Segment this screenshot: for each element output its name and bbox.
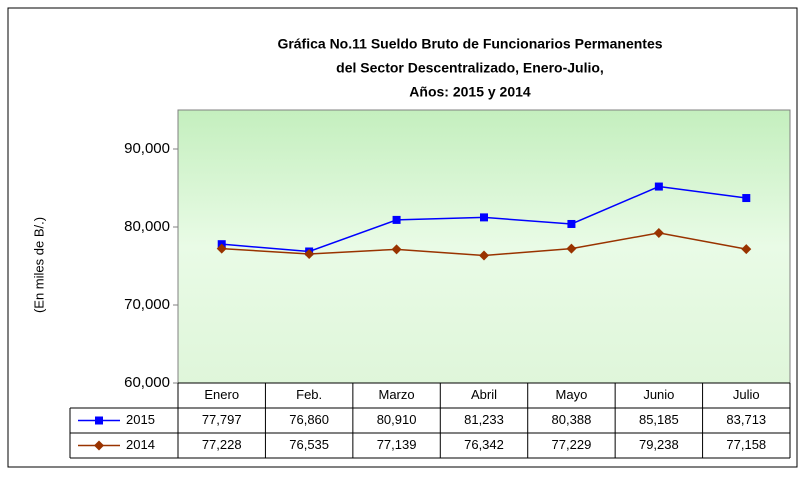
marker bbox=[392, 215, 401, 224]
x-tick-label: Junio bbox=[643, 387, 674, 402]
marker bbox=[742, 194, 751, 203]
marker bbox=[479, 250, 489, 261]
chart-title: del Sector Descentralizado, Enero-Julio, bbox=[336, 60, 604, 76]
legend-marker bbox=[94, 440, 104, 451]
chart-title: Gráfica No.11 Sueldo Bruto de Funcionari… bbox=[277, 36, 662, 52]
legend-label: 2015 bbox=[126, 412, 155, 427]
marker bbox=[391, 244, 402, 255]
marker bbox=[304, 249, 315, 260]
x-tick-label: Marzo bbox=[379, 387, 415, 402]
marker bbox=[480, 213, 488, 222]
marker bbox=[653, 227, 664, 238]
table-value: 76,342 bbox=[464, 437, 504, 452]
table-value: 80,910 bbox=[377, 412, 417, 427]
table-value: 83,713 bbox=[726, 412, 766, 427]
chart-title: Años: 2015 y 2014 bbox=[409, 84, 531, 100]
table-value: 77,158 bbox=[726, 437, 766, 452]
legend-marker bbox=[95, 416, 103, 425]
x-tick-label: Abril bbox=[471, 387, 497, 402]
x-tick-label: Julio bbox=[733, 387, 760, 402]
table-value: 77,139 bbox=[377, 437, 417, 452]
table-value: 79,238 bbox=[639, 437, 679, 452]
marker bbox=[741, 244, 752, 255]
table-value: 77,229 bbox=[552, 437, 592, 452]
table-value: 85,185 bbox=[639, 412, 679, 427]
legend-label: 2014 bbox=[126, 437, 155, 452]
y-tick-label: 70,000 bbox=[124, 296, 170, 313]
marker bbox=[216, 243, 227, 254]
marker bbox=[567, 219, 576, 228]
marker bbox=[566, 243, 577, 254]
plot-area bbox=[177, 109, 791, 384]
table-value: 77,797 bbox=[202, 412, 242, 427]
y-tick-label: 90,000 bbox=[124, 140, 170, 157]
table-value: 76,860 bbox=[289, 412, 329, 427]
table-value: 81,233 bbox=[464, 412, 504, 427]
table-value: 77,228 bbox=[202, 437, 242, 452]
y-tick-label: 80,000 bbox=[124, 218, 170, 235]
x-tick-label: Enero bbox=[204, 387, 239, 402]
y-axis-label: (En miles de B/.) bbox=[31, 217, 46, 313]
table-value: 80,388 bbox=[552, 412, 592, 427]
x-tick-label: Mayo bbox=[556, 387, 588, 402]
x-tick-label: Feb. bbox=[296, 387, 322, 402]
table-value: 76,535 bbox=[289, 437, 329, 452]
y-tick-label: 60,000 bbox=[124, 374, 170, 391]
marker bbox=[654, 182, 663, 191]
